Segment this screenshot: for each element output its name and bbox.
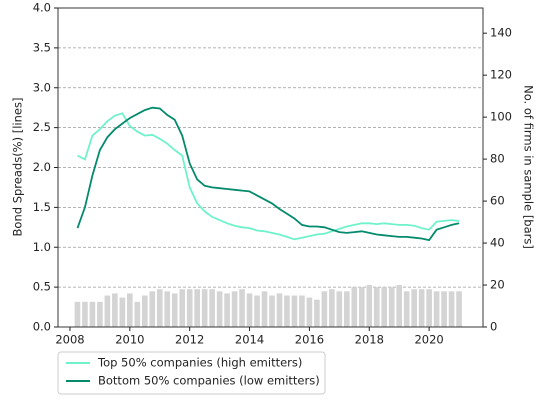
bar xyxy=(82,301,88,327)
bar xyxy=(261,291,268,327)
line xyxy=(76,106,460,242)
bar xyxy=(74,301,81,327)
bar xyxy=(149,291,156,327)
x-tick-label: 2020 xyxy=(414,333,443,347)
bar xyxy=(433,291,440,327)
bar xyxy=(381,287,388,327)
bar xyxy=(411,289,417,327)
y-tick-label: 4.0 xyxy=(33,1,51,15)
y-tick-label: 1.5 xyxy=(33,200,51,214)
bar xyxy=(156,289,163,327)
y2-axis-label: No. of firms in sample [bars] xyxy=(522,85,536,249)
bar xyxy=(291,295,298,327)
x-tick-label: 2012 xyxy=(175,333,204,347)
bar xyxy=(321,291,328,327)
y2-tick-label: 40 xyxy=(490,236,505,250)
bar xyxy=(164,291,171,327)
x-tick-label: 2018 xyxy=(355,333,384,347)
bar xyxy=(426,289,432,327)
y2-tick-label: 100 xyxy=(490,110,512,124)
bar xyxy=(254,295,260,327)
bar xyxy=(269,295,275,327)
y-tick-label: 3.0 xyxy=(33,80,51,94)
y-tick-label: 2.0 xyxy=(33,160,51,174)
legend-label: Top 50% companies (high emitters) xyxy=(97,356,302,370)
y2-tick-label: 80 xyxy=(490,152,505,166)
x-tick-label: 2010 xyxy=(115,333,144,347)
bar xyxy=(224,293,230,327)
bar xyxy=(239,289,245,327)
legend-label: Bottom 50% companies (low emitters) xyxy=(98,374,320,388)
bar xyxy=(299,295,305,327)
x-tick-label: 2014 xyxy=(235,333,264,347)
line xyxy=(77,112,460,241)
bar xyxy=(344,291,350,327)
bar xyxy=(134,301,141,327)
bar xyxy=(314,299,320,327)
bar xyxy=(351,287,358,327)
bar xyxy=(441,291,447,327)
bar xyxy=(194,289,200,327)
bar xyxy=(403,291,410,327)
bar xyxy=(373,287,380,327)
y-tick-label: 0.0 xyxy=(33,320,51,334)
bar xyxy=(284,295,290,327)
bar xyxy=(418,289,425,327)
y2-tick-label: 140 xyxy=(490,26,512,40)
y-tick-label: 0.5 xyxy=(33,280,51,294)
y2-tick-label: 120 xyxy=(490,68,512,82)
bar xyxy=(89,301,96,327)
x-tick-label: 2016 xyxy=(295,333,324,347)
bar xyxy=(216,291,223,327)
bar xyxy=(329,289,335,327)
bar xyxy=(201,289,208,327)
y2-tick-label: 20 xyxy=(490,278,505,292)
bar xyxy=(171,293,178,327)
bar xyxy=(306,297,313,327)
bar xyxy=(179,289,186,327)
bar xyxy=(388,287,395,327)
bar xyxy=(448,291,455,327)
bar xyxy=(127,293,133,327)
bar xyxy=(246,293,253,327)
x-tick-label: 2008 xyxy=(55,333,84,347)
plot-frame xyxy=(57,7,484,328)
bar xyxy=(336,291,343,327)
bar xyxy=(456,291,462,327)
bar xyxy=(358,287,365,327)
y-axis-label: Bond Spreads(%) [lines] xyxy=(11,98,25,237)
y2-tick-label: 60 xyxy=(490,194,505,208)
bar xyxy=(231,291,238,327)
y2-tick-label: 0 xyxy=(490,320,497,334)
bar xyxy=(112,293,118,327)
bar xyxy=(141,295,148,327)
bar xyxy=(97,301,103,327)
y-tick-label: 2.5 xyxy=(33,120,51,134)
bar xyxy=(366,285,373,327)
bar xyxy=(119,297,126,327)
legend-box xyxy=(57,351,326,395)
bar xyxy=(186,289,193,327)
y-tick-label: 1.0 xyxy=(33,240,51,254)
bar xyxy=(104,295,111,327)
bar xyxy=(209,289,215,327)
y-tick-label: 3.5 xyxy=(33,40,51,54)
bar xyxy=(396,285,403,327)
bar xyxy=(276,293,283,327)
